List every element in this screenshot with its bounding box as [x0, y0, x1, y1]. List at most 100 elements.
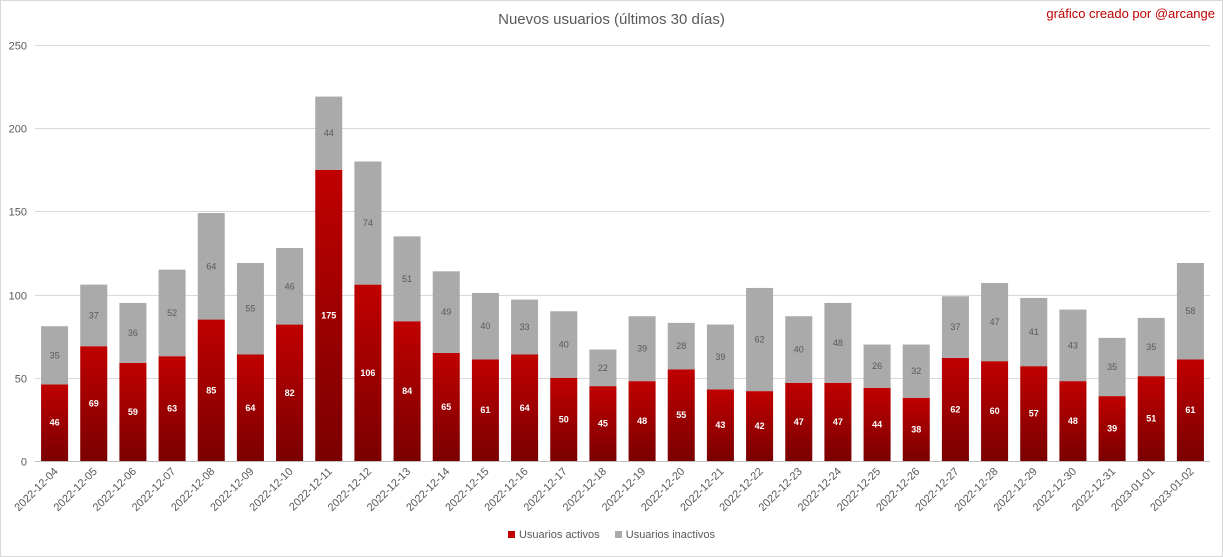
bar-usuarios-inactivos [1059, 309, 1087, 382]
bar-usuarios-inactivos [667, 322, 695, 370]
data-label-activos: 63 [167, 404, 177, 414]
data-label-inactivos: 64 [206, 261, 216, 271]
data-label-activos: 61 [1185, 405, 1195, 415]
bar-usuarios-inactivos [863, 344, 891, 388]
data-label-activos: 106 [360, 368, 375, 378]
bar-usuarios-activos [276, 324, 304, 461]
data-label-inactivos: 41 [1029, 327, 1039, 337]
data-label-inactivos: 37 [89, 310, 99, 320]
data-label-activos: 43 [715, 420, 725, 430]
bar-usuarios-inactivos [706, 324, 734, 390]
data-label-activos: 85 [206, 385, 216, 395]
bar-usuarios-activos [706, 389, 734, 461]
data-label-inactivos: 35 [1107, 362, 1117, 372]
data-label-activos: 60 [990, 406, 1000, 416]
legend: Usuarios activos Usuarios inactivos [0, 529, 1223, 541]
data-label-activos: 64 [520, 403, 530, 413]
data-label-activos: 57 [1029, 409, 1039, 419]
bar-usuarios-inactivos [119, 302, 147, 363]
data-label-inactivos: 74 [363, 218, 373, 228]
data-label-inactivos: 22 [598, 363, 608, 373]
data-label-activos: 50 [559, 414, 569, 424]
data-label-activos: 46 [50, 418, 60, 428]
bar-usuarios-activos [354, 284, 382, 461]
data-label-activos: 47 [794, 417, 804, 427]
data-label-activos: 65 [441, 402, 451, 412]
data-label-inactivos: 48 [833, 338, 843, 348]
data-label-inactivos: 26 [872, 361, 882, 371]
bar-usuarios-activos [432, 352, 460, 461]
y-tick-label: 0 [21, 457, 27, 469]
data-label-activos: 45 [598, 419, 608, 429]
data-label-activos: 39 [1107, 424, 1117, 434]
data-label-activos: 59 [128, 407, 138, 417]
data-label-activos: 42 [755, 421, 765, 431]
bar-usuarios-activos [197, 319, 225, 461]
data-label-inactivos: 39 [637, 344, 647, 354]
bar-usuarios-inactivos [902, 344, 930, 398]
data-label-activos: 38 [911, 424, 921, 434]
data-label-inactivos: 39 [715, 352, 725, 362]
legend-swatch-inactive [614, 530, 622, 538]
bar-usuarios-inactivos [589, 349, 617, 387]
data-label-inactivos: 35 [50, 350, 60, 360]
data-label-inactivos: 28 [676, 341, 686, 351]
bar-usuarios-inactivos [824, 302, 852, 383]
bar-usuarios-inactivos [432, 271, 460, 353]
data-label-activos: 47 [833, 417, 843, 427]
data-label-inactivos: 55 [245, 304, 255, 314]
y-tick-label: 150 [9, 207, 27, 219]
bar-usuarios-inactivos [80, 284, 108, 347]
data-label-inactivos: 33 [520, 322, 530, 332]
data-label-activos: 82 [285, 388, 295, 398]
bar-usuarios-activos [80, 346, 108, 461]
data-label-inactivos: 32 [911, 366, 921, 376]
bar-usuarios-activos [393, 321, 421, 461]
bar-usuarios-activos [902, 397, 930, 461]
bar-usuarios-activos [119, 362, 147, 461]
bar-usuarios-inactivos [785, 316, 813, 383]
bar-usuarios-activos [1176, 359, 1204, 461]
data-label-activos: 175 [321, 310, 336, 320]
bar-usuarios-activos [41, 384, 69, 461]
bar-usuarios-activos [1020, 366, 1048, 461]
legend-label-inactive: Usuarios inactivos [625, 529, 716, 541]
chart-credit: gráfico creado por @arcange [1046, 6, 1215, 21]
bar-usuarios-activos [941, 357, 969, 461]
bar-usuarios-activos [1098, 396, 1126, 461]
legend-item-active: Usuarios activos [507, 529, 600, 541]
bar-usuarios-activos [667, 369, 695, 461]
data-label-activos: 69 [89, 399, 99, 409]
data-label-activos: 84 [402, 386, 412, 396]
legend-swatch-active [507, 530, 515, 538]
data-label-inactivos: 46 [285, 281, 295, 291]
data-label-inactivos: 44 [324, 128, 334, 138]
y-tick-label: 50 [15, 374, 27, 386]
data-label-inactivos: 52 [167, 308, 177, 318]
data-label-inactivos: 40 [559, 340, 569, 350]
legend-item-inactive: Usuarios inactivos [614, 529, 716, 541]
y-tick-label: 200 [9, 124, 27, 136]
bar-usuarios-inactivos [393, 236, 421, 322]
data-label-inactivos: 37 [950, 322, 960, 332]
data-label-inactivos: 51 [402, 274, 412, 284]
bar-usuarios-activos [981, 361, 1009, 461]
data-labels: 46 35 69 37 59 36 63 52 85 64 64 55 82 46 175 44 106 74 84… [50, 128, 1196, 434]
bar-usuarios-inactivos [158, 269, 186, 357]
bars [41, 96, 1204, 462]
bar-usuarios-inactivos [471, 292, 499, 360]
data-label-inactivos: 43 [1068, 340, 1078, 350]
data-label-activos: 44 [872, 419, 882, 429]
bar-usuarios-inactivos [550, 311, 578, 378]
data-label-activos: 61 [480, 405, 490, 415]
bar-usuarios-activos [511, 354, 539, 461]
data-label-inactivos: 49 [441, 307, 451, 317]
data-label-inactivos: 58 [1185, 306, 1195, 316]
bar-usuarios-inactivos [1137, 317, 1165, 377]
bar-usuarios-activos [315, 169, 343, 462]
data-label-activos: 51 [1146, 414, 1156, 424]
data-label-inactivos: 35 [1146, 342, 1156, 352]
data-label-activos: 64 [245, 403, 255, 413]
bar-usuarios-inactivos [941, 296, 969, 358]
